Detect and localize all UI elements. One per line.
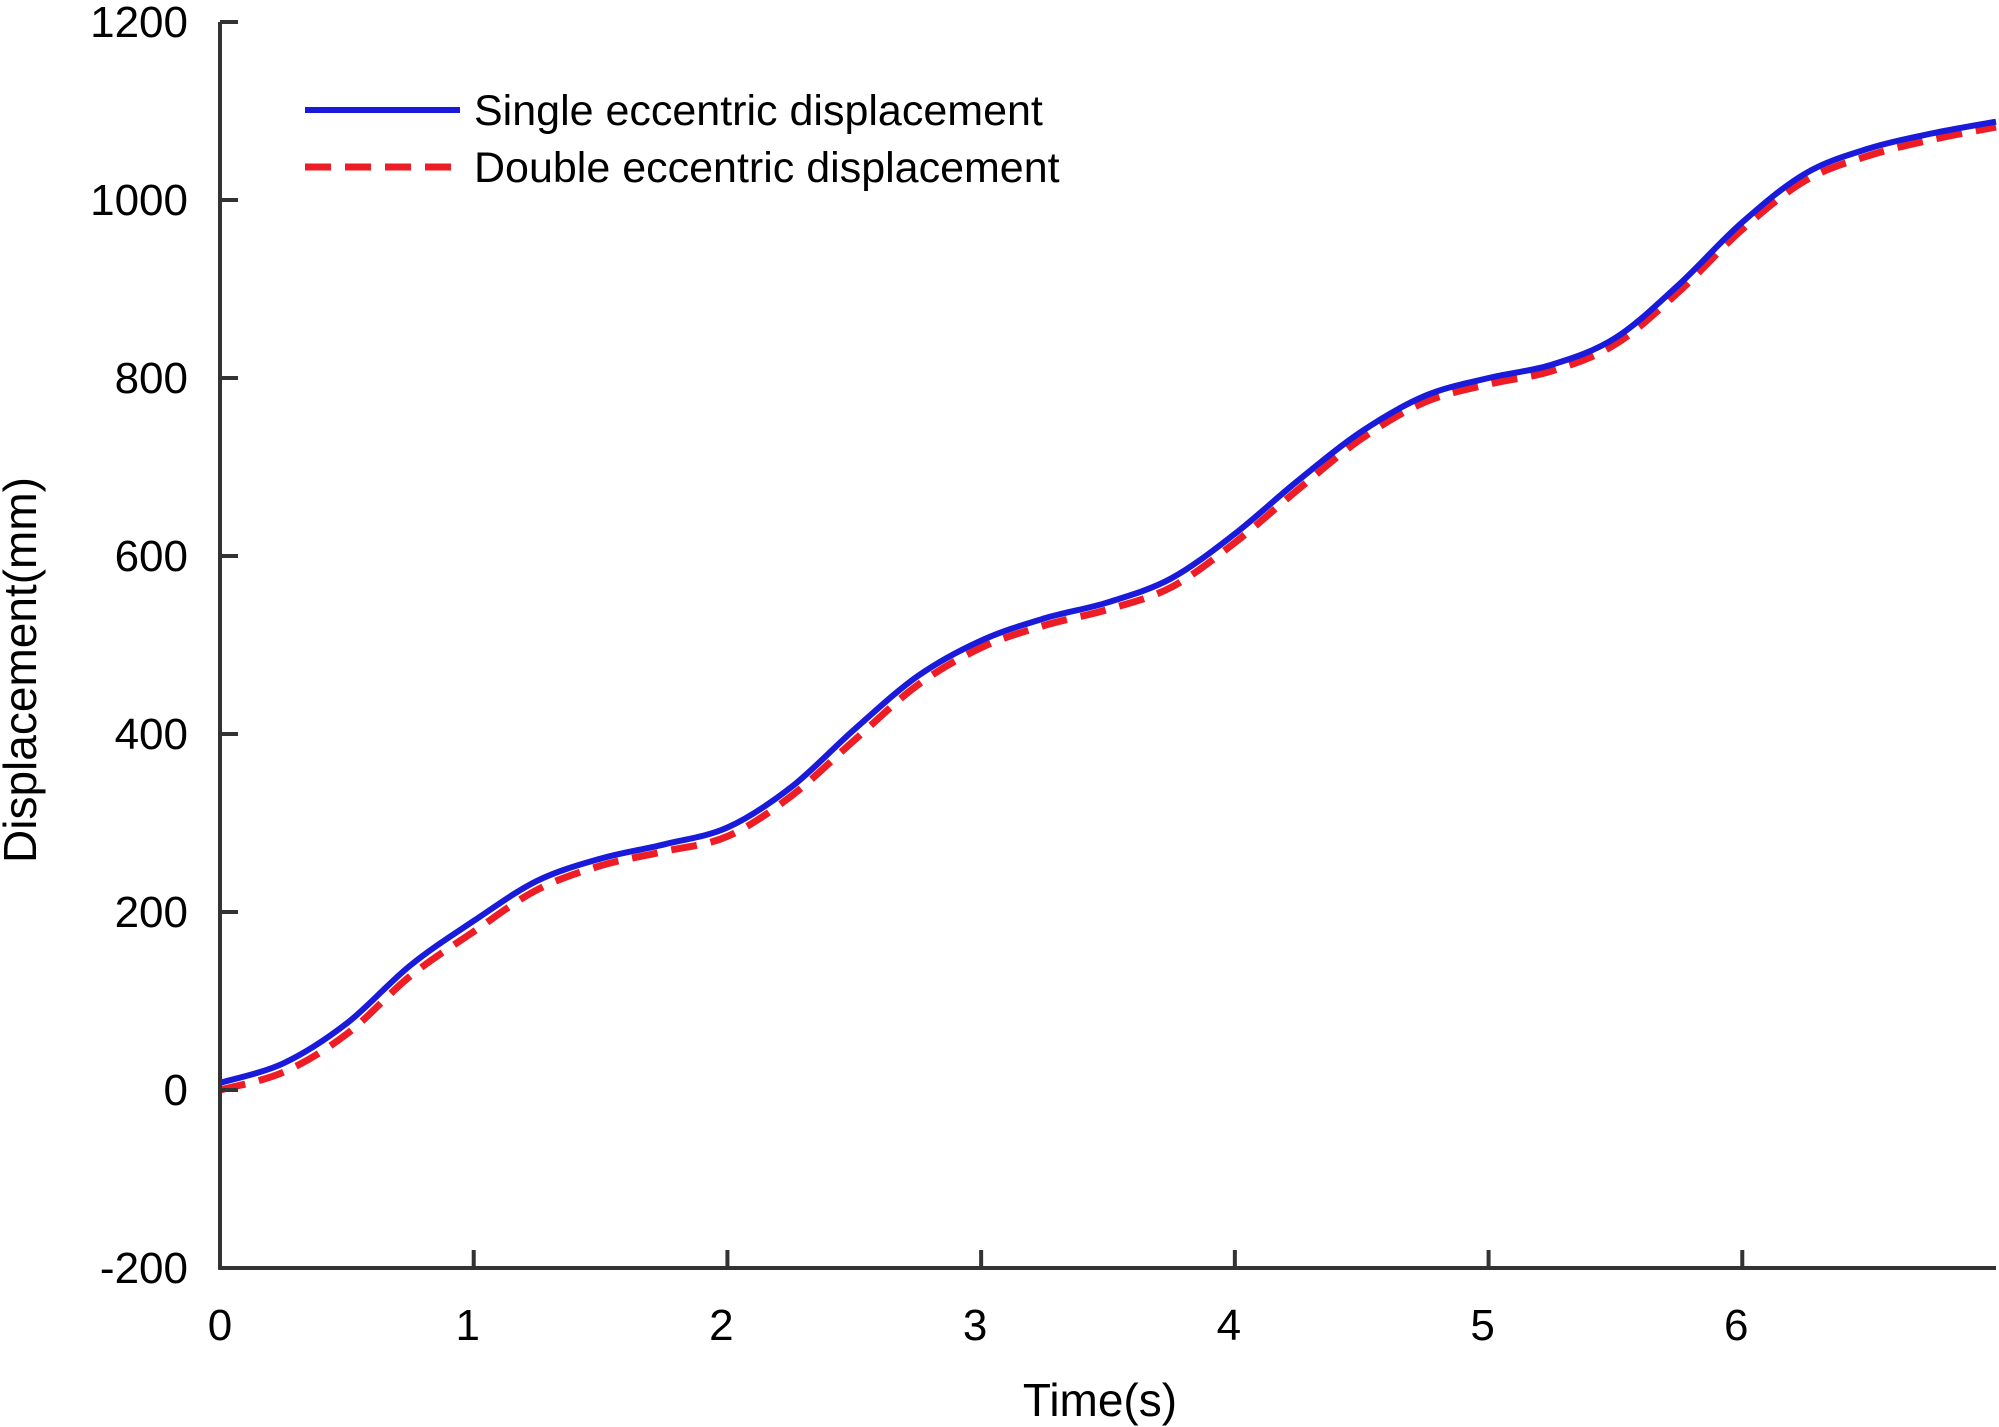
x-tick-label: 4 — [1217, 1301, 1241, 1350]
x-tick-label: 0 — [208, 1301, 232, 1350]
legend-label-double-eccentric-displacement: Double eccentric displacement — [474, 144, 1060, 192]
axes — [218, 22, 1996, 1270]
y-tick-label: 200 — [115, 888, 188, 937]
x-tick-label: 3 — [963, 1301, 987, 1350]
x-tick-label: 6 — [1724, 1301, 1748, 1350]
legend-label-single-eccentric-displacement: Single eccentric displacement — [474, 87, 1043, 135]
y-tick-label: -200 — [100, 1244, 188, 1293]
y-tick-label: 0 — [164, 1066, 188, 1115]
series-line-single-eccentric-displacement — [219, 118, 1997, 1086]
x-tick-label: 2 — [709, 1301, 733, 1350]
y-axis-title: Displacement(mm) — [0, 477, 46, 863]
series-line-double-eccentric-displacement — [219, 123, 1997, 1094]
y-tick-label: 1200 — [90, 0, 188, 47]
legend: Single eccentric displacement Double ecce… — [305, 87, 1060, 192]
ticks: -200 0 200 400 600 800 1000 1200 0 1 2 3 4 5 6 — [90, 0, 1748, 1350]
y-tick-label: 800 — [115, 354, 188, 403]
y-tick-label: 400 — [115, 710, 188, 759]
x-tick-label: 5 — [1470, 1301, 1494, 1350]
plot-lines — [219, 118, 1997, 1094]
x-axis-title: Time(s) — [1023, 1374, 1177, 1426]
x-tick-label: 1 — [455, 1301, 479, 1350]
y-tick-label: 1000 — [90, 176, 188, 225]
y-tick-label: 600 — [115, 532, 188, 581]
